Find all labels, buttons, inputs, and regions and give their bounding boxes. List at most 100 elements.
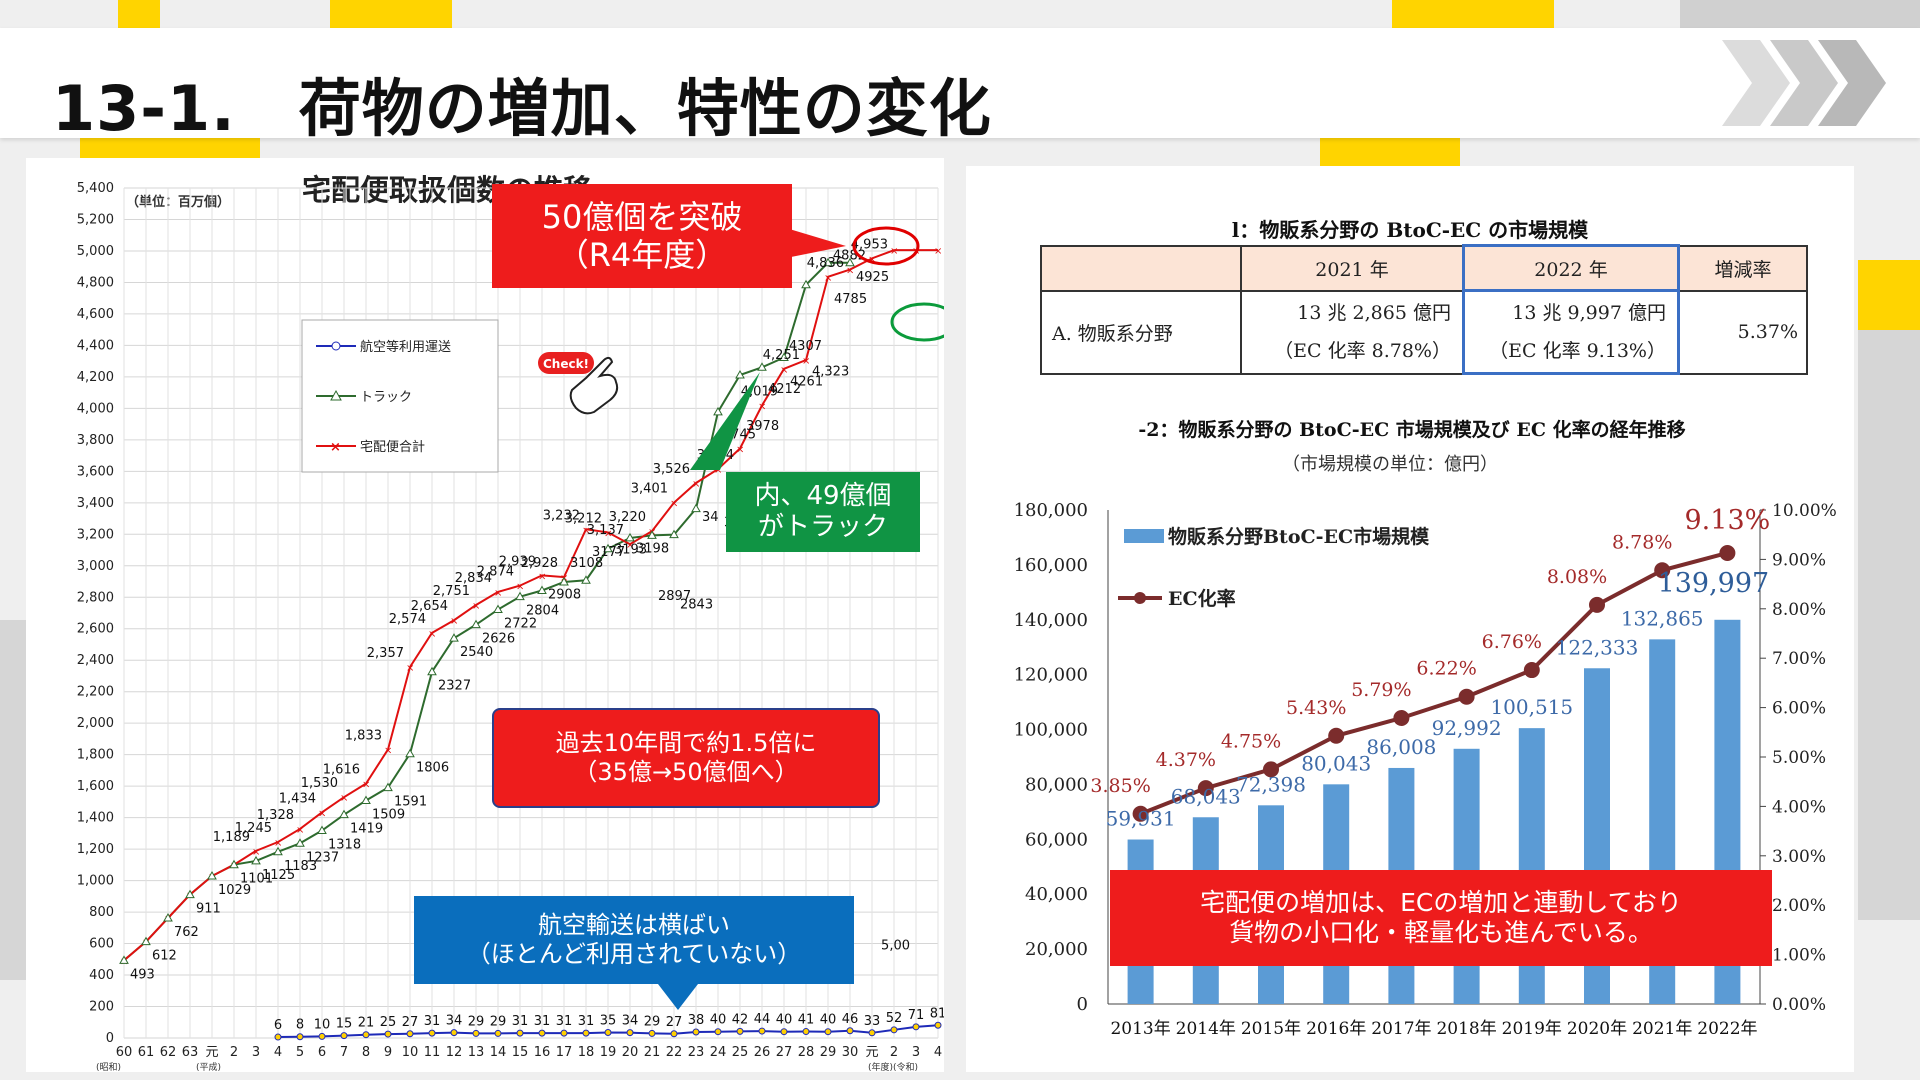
air-point — [824, 1028, 832, 1036]
x-tick-label: 7 — [340, 1045, 348, 1060]
air-point — [450, 1029, 458, 1037]
air-point — [670, 1030, 678, 1038]
x-tick-label: 13 — [468, 1045, 485, 1060]
air-point — [384, 1030, 392, 1038]
truck-point — [537, 585, 547, 594]
air-value-label: 31 — [512, 1014, 529, 1029]
ec-rate-label: 4.75% — [1221, 730, 1281, 752]
truck-highlight-circle — [890, 302, 958, 342]
air-value-label: 15 — [336, 1017, 353, 1032]
air-point — [626, 1029, 634, 1037]
truck-value-label: 1318 — [328, 838, 361, 853]
exceed-highlight-circle — [852, 226, 920, 266]
y-tick-label: 600 — [89, 937, 114, 952]
table-row-label: A. 物販系分野 — [1040, 289, 1242, 375]
bar-value-label: 139,997 — [1658, 568, 1770, 599]
air-value-label: 31 — [424, 1014, 441, 1029]
x-tick-label: 18 — [578, 1045, 595, 1060]
x-tick-label: 60 — [116, 1045, 133, 1060]
x-tick-label: 3 — [252, 1045, 260, 1060]
truck-value-label: 4,323 — [812, 365, 849, 380]
legend-total: 宅配便合計 — [360, 439, 425, 455]
air-point — [890, 1026, 898, 1034]
y-tick-label: 20,000 — [1025, 939, 1088, 960]
ec-rate-point — [1328, 727, 1345, 744]
total-value-label: 2,928 — [521, 556, 558, 571]
check-badge: Check! — [538, 352, 619, 415]
table-header-rate: 増減率 — [1677, 244, 1808, 292]
y-tick-label: 160,000 — [1014, 555, 1088, 576]
total-value-label: 4,251 — [763, 348, 800, 363]
deco-yellow-right-edge — [1858, 260, 1920, 330]
bar-value-label: 132,865 — [1621, 606, 1704, 630]
y-tick-label: 1,200 — [77, 842, 114, 857]
total-value-label: 1,245 — [235, 821, 272, 836]
total-point: × — [692, 479, 700, 490]
total-point: × — [802, 356, 810, 367]
bar-value-label: 68,043 — [1171, 784, 1241, 808]
x-tick-label: 25 — [732, 1045, 749, 1060]
air-point — [494, 1029, 502, 1037]
table-header-blank — [1040, 244, 1242, 292]
total-point: × — [604, 528, 612, 539]
air-value-label: 52 — [886, 1011, 903, 1026]
air-value-label: 35 — [600, 1013, 617, 1028]
chevron-right-icon — [1722, 40, 1886, 126]
ec-table-title: l：物販系分野の BtoC-EC の市場規模 — [1231, 218, 1589, 242]
truck-point — [427, 666, 437, 676]
truck-point — [339, 809, 349, 819]
truck-point — [273, 846, 283, 856]
air-value-label: 8 — [296, 1018, 304, 1033]
truck-value-label: 2843 — [680, 597, 713, 612]
total-value-label: 1,616 — [323, 763, 360, 778]
header-bar: 13-1. 荷物の増加、特性の変化 — [0, 28, 1920, 145]
x-tick-label: 26 — [754, 1045, 771, 1060]
total-value-label: 3,212 — [565, 511, 602, 526]
y2-tick-label: 6.00% — [1772, 699, 1826, 719]
truck-value-label: 762 — [174, 925, 199, 940]
y-tick-label: 2,400 — [77, 653, 114, 668]
truck-callout-text: 内、49億個 がトラック — [754, 480, 892, 542]
ec-rate-point — [1589, 596, 1605, 613]
bar-value-label: 100,515 — [1490, 695, 1573, 719]
total-point: × — [780, 365, 788, 376]
ec-rate-label: 5.79% — [1351, 679, 1411, 701]
y-tick-label: 800 — [89, 905, 114, 920]
air-point — [934, 1021, 942, 1029]
air-value-label: 81 — [930, 1006, 944, 1021]
x-tick-label: 61 — [138, 1045, 155, 1060]
air-point — [846, 1027, 854, 1035]
truck-point — [405, 748, 415, 758]
air-point — [538, 1029, 546, 1037]
table-cell-rate: 5.37% — [1677, 289, 1808, 375]
x-tick-label: 2016年 — [1306, 1019, 1366, 1039]
air-point — [868, 1029, 876, 1037]
y-tick-label: 80,000 — [1025, 774, 1088, 795]
truck-point — [383, 782, 393, 792]
ec-rate-label: 9.13% — [1685, 505, 1771, 536]
y-tick-label: 3,600 — [77, 464, 114, 479]
truck-point — [559, 576, 569, 586]
y-tick-label: 2,800 — [77, 590, 114, 605]
truck-point — [229, 859, 239, 869]
air-callout-text: 航空輸送は横ばい （ほとんど利用されていない） — [466, 911, 802, 968]
air-value-label: 40 — [710, 1013, 727, 1028]
y-tick-label: 180,000 — [1014, 500, 1088, 521]
table-cell-2021: 13 兆 2,865 億円 （EC 化率 8.78%） — [1240, 289, 1465, 375]
chart-labels: 2013年 2014年 2015年 2016年 2017年 2018年 2019年 2020年… — [1090, 505, 1770, 1039]
deco-yellow-top-left — [118, 0, 160, 28]
total-point: × — [252, 847, 260, 858]
y-tick-label: 0 — [1077, 994, 1088, 1015]
y-tick-label: 1,400 — [77, 811, 114, 826]
ten-year-growth-callout: 過去10年間で約1.5倍に （35億→50億個へ） — [492, 708, 880, 808]
y-tick-label: 1,000 — [77, 874, 114, 889]
air-point — [802, 1028, 810, 1036]
total-point: × — [626, 540, 634, 551]
y-tick-label: 140,000 — [1014, 610, 1088, 631]
y2-tick-label: 2.00% — [1772, 896, 1826, 916]
total-point: × — [824, 273, 832, 284]
x-tick-label: 8 — [362, 1045, 370, 1060]
x-tick-label: 4 — [934, 1045, 942, 1060]
air-point — [516, 1029, 524, 1037]
air-value-label: 44 — [754, 1012, 771, 1027]
